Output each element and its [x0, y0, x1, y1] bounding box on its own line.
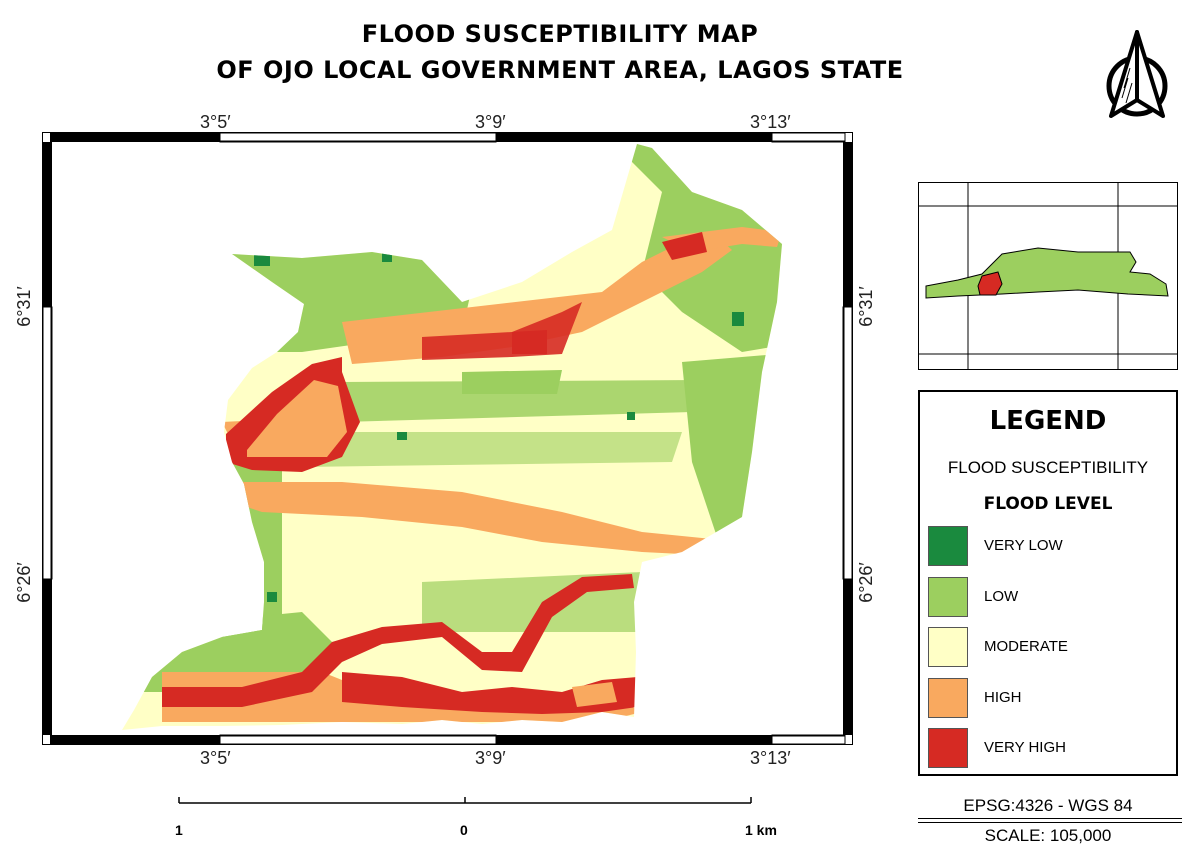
- north-arrow-icon: [1106, 30, 1168, 118]
- legend-item-low: LOW: [928, 577, 1168, 619]
- map-title-line-2: OF OJO LOCAL GOVERNMENT AREA, LAGOS STAT…: [216, 56, 904, 84]
- scalebar-left-label: 1: [175, 822, 183, 838]
- lon-label-top-3: 3°13′: [750, 112, 791, 132]
- lon-label-top-2: 3°9′: [475, 112, 506, 132]
- legend-title: LEGEND: [989, 406, 1107, 436]
- legend-swatch: [928, 627, 968, 667]
- legend-subtitle: FLOOD SUSCEPTIBILITY: [947, 458, 1149, 477]
- legend-swatch: [928, 728, 968, 768]
- main-map: [42, 132, 853, 745]
- legend-item-high: HIGH: [928, 678, 1168, 720]
- legend-item-label: VERY LOW: [984, 537, 1063, 554]
- lon-label-bottom-3: 3°13′: [750, 748, 791, 768]
- lon-label-bottom-2: 3°9′: [475, 748, 506, 768]
- inset-locator-map: [918, 182, 1178, 370]
- lat-label-right-2: 6°26′: [855, 562, 876, 603]
- legend-swatch: [928, 577, 968, 617]
- legend-level-title: FLOOD LEVEL: [983, 494, 1113, 514]
- divider: [918, 818, 1182, 819]
- crs-label: EPSG:4326 - WGS 84: [963, 796, 1133, 815]
- legend-item-moderate: MODERATE: [928, 627, 1168, 669]
- scale-label: SCALE: 105,000: [984, 826, 1112, 845]
- legend-item-label: HIGH: [984, 689, 1022, 706]
- legend-item-very-low: VERY LOW: [928, 526, 1168, 568]
- lat-label-right-1: 6°31′: [855, 286, 876, 327]
- graticule-border: [42, 132, 853, 745]
- legend-item-label: VERY HIGH: [984, 739, 1066, 756]
- lat-label-left-1: 6°31′: [13, 286, 34, 327]
- legend-item-very-high: VERY HIGH: [928, 728, 1168, 770]
- divider: [918, 822, 1182, 823]
- lat-label-left-2: 6°26′: [13, 562, 34, 603]
- lon-label-top-1: 3°5′: [200, 112, 231, 132]
- legend-panel: LEGEND FLOOD SUSCEPTIBILITY FLOOD LEVEL …: [918, 390, 1178, 776]
- legend-item-label: LOW: [984, 588, 1019, 605]
- scalebar-mid-label: 0: [460, 822, 468, 838]
- legend-swatch: [928, 678, 968, 718]
- map-title-line-1: FLOOD SUSCEPTIBILITY MAP: [361, 20, 759, 48]
- scalebar-right-label: 1 km: [745, 822, 777, 838]
- lon-label-bottom-1: 3°5′: [200, 748, 231, 768]
- legend-swatch: [928, 526, 968, 566]
- legend-item-label: MODERATE: [984, 638, 1068, 655]
- scale-bar: [178, 797, 752, 804]
